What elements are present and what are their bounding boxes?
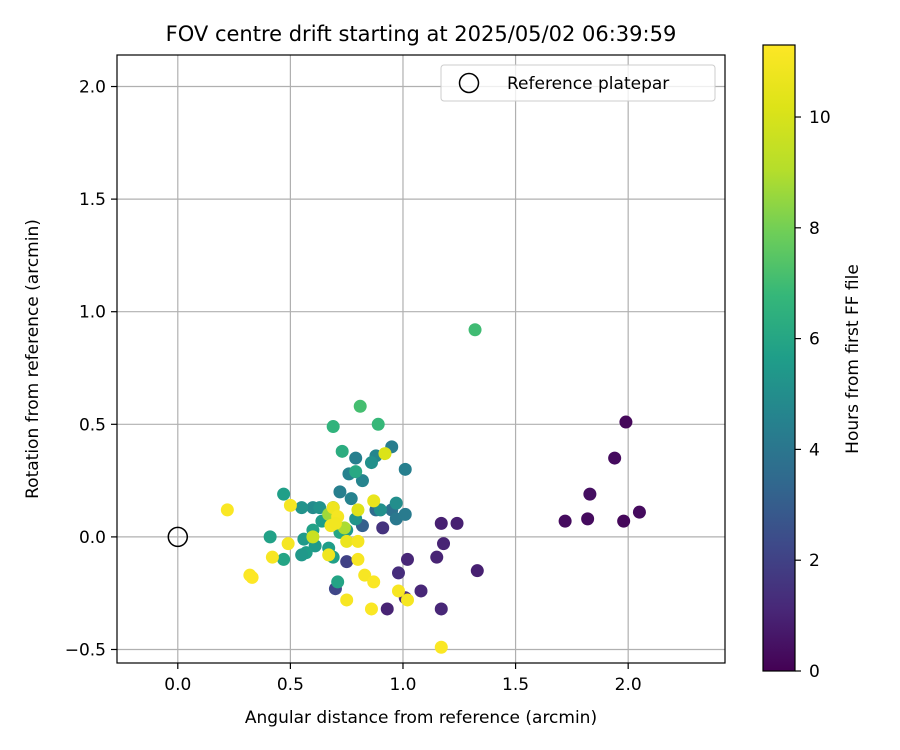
- data-point: [364, 456, 378, 470]
- data-point: [376, 521, 390, 535]
- data-point: [340, 534, 354, 548]
- colorbar-label: Hours from first FF file: [843, 264, 863, 454]
- data-point: [263, 530, 277, 544]
- data-point: [367, 575, 381, 589]
- legend-box: [440, 64, 716, 102]
- x-tick-label: 2.0: [615, 675, 642, 695]
- data-point: [245, 570, 259, 584]
- reference-layer: [167, 526, 189, 548]
- data-point: [277, 552, 291, 566]
- data-point: [283, 498, 297, 512]
- data-point: [295, 548, 309, 562]
- reference-platepar-marker: [167, 526, 189, 548]
- y-tick-label: −0.5: [65, 640, 106, 660]
- data-point: [351, 503, 365, 517]
- data-point: [358, 568, 372, 582]
- data-point: [364, 602, 378, 616]
- data-point: [335, 444, 349, 458]
- data-point: [340, 593, 354, 607]
- data-point: [391, 566, 405, 580]
- colorbar-gradient: [763, 45, 795, 671]
- data-point: [313, 501, 327, 515]
- data-point: [430, 550, 444, 564]
- data-point: [632, 505, 646, 519]
- data-point: [581, 512, 595, 526]
- data-point: [434, 602, 448, 616]
- data-point: [398, 507, 412, 521]
- x-tick-label: 1.5: [502, 675, 529, 695]
- data-point: [468, 323, 482, 337]
- data-point: [351, 534, 365, 548]
- data-point: [400, 593, 414, 607]
- data-point: [608, 451, 622, 465]
- y-tick-label: 0.0: [79, 528, 106, 548]
- data-point: [353, 399, 367, 413]
- data-point: [437, 537, 451, 551]
- data-point: [378, 447, 392, 461]
- data-point: [355, 474, 369, 488]
- data-point: [434, 640, 448, 654]
- data-point: [414, 584, 428, 598]
- data-point: [328, 516, 342, 530]
- data-point: [281, 537, 295, 551]
- data-point: [340, 555, 354, 569]
- x-axis-label: Angular distance from reference (arcmin): [245, 708, 597, 728]
- data-point: [398, 462, 412, 476]
- x-tick-label: 0.0: [164, 675, 191, 695]
- colorbar-tick-label: 6: [809, 330, 820, 350]
- x-tick-label: 1.0: [389, 675, 416, 695]
- data-point: [400, 552, 414, 566]
- data-point: [391, 584, 405, 598]
- data-point: [349, 465, 363, 479]
- colorbar-frame: [762, 44, 796, 672]
- data-point: [349, 451, 363, 465]
- data-point: [450, 516, 464, 530]
- y-tick-label: 1.5: [79, 190, 106, 210]
- data-point: [367, 494, 381, 508]
- data-point: [558, 514, 572, 528]
- colorbar-tick-label: 8: [809, 219, 820, 239]
- data-point: [344, 492, 358, 506]
- legend-label-reference: Reference platepar: [507, 74, 669, 94]
- colorbar-tick-label: 0: [809, 662, 820, 682]
- colorbar-tick-label: 10: [809, 108, 831, 128]
- legend-reference-marker: [458, 72, 480, 94]
- data-point: [220, 503, 234, 517]
- data-point: [326, 420, 340, 434]
- data-point: [583, 487, 597, 501]
- data-point: [434, 516, 448, 530]
- grid: [117, 55, 725, 663]
- data-point: [351, 552, 365, 566]
- data-point: [619, 415, 633, 429]
- data-point: [295, 501, 309, 515]
- data-point: [277, 487, 291, 501]
- axis-ticks: 0.0 0.5 1.0 1.5 2.0 −0.5 0.0 0.5 1.0 1.5 2.0: [65, 78, 642, 695]
- y-tick-label: 0.5: [79, 415, 106, 435]
- data-point: [331, 575, 345, 589]
- plot-frame: [116, 54, 726, 664]
- legend: Reference platepar: [440, 64, 716, 102]
- data-point: [306, 530, 320, 544]
- colorbar-tick-label: 4: [809, 440, 820, 460]
- y-tick-label: 1.0: [79, 303, 106, 323]
- chart-title: FOV centre drift starting at 2025/05/02 …: [166, 22, 677, 46]
- x-tick-label: 0.5: [277, 675, 304, 695]
- colorbar-ticks: 0 2 4 6 8 10: [795, 108, 831, 682]
- data-point: [371, 417, 385, 431]
- data-point: [380, 602, 394, 616]
- data-point: [322, 548, 336, 562]
- colorbar: 0 2 4 6 8 10 Hours from first FF file: [762, 44, 863, 682]
- data-point: [373, 503, 387, 517]
- data-point: [389, 496, 403, 510]
- y-tick-label: 2.0: [79, 78, 106, 98]
- data-point: [333, 485, 347, 499]
- y-axis-label: Rotation from reference (arcmin): [23, 219, 43, 499]
- data-point: [470, 564, 484, 578]
- data-points: [220, 323, 646, 654]
- colorbar-tick-label: 2: [809, 551, 820, 571]
- data-point: [617, 514, 631, 528]
- data-point: [265, 550, 279, 564]
